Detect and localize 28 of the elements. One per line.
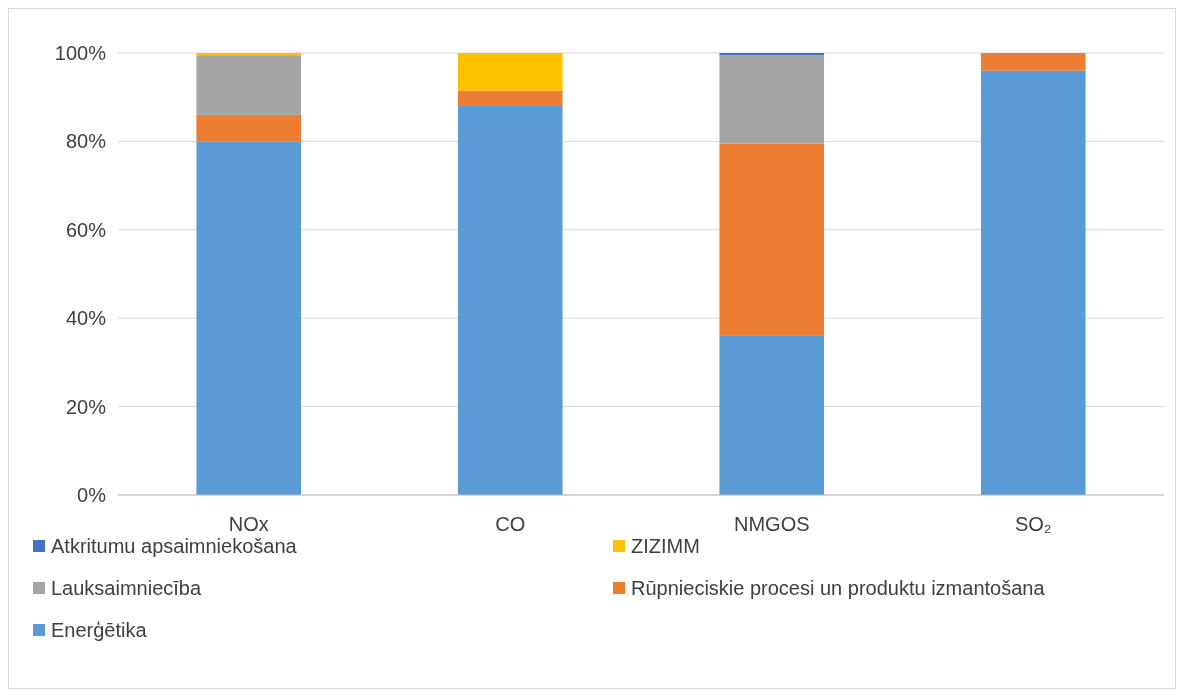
x-tick-label: SO₂ (1014, 513, 1052, 535)
x-tick-label: NMGOS (733, 513, 810, 535)
bar (196, 53, 302, 56)
x-tick-label: CO (495, 513, 526, 535)
legend-label: Rūpnieciskie procesi un produktu izmantošana (631, 577, 1046, 599)
bar (196, 55, 302, 115)
bar (196, 141, 302, 495)
bar (719, 55, 825, 144)
bar (719, 53, 825, 56)
bar (457, 106, 563, 495)
y-tick-label: 60% (65, 218, 107, 241)
bar (719, 335, 825, 495)
y-tick-label: 20% (65, 395, 107, 418)
x-tick-label: NOx (228, 513, 269, 535)
legend-label: Atkritumu apsaimniekošana (51, 535, 298, 557)
bar (457, 90, 563, 107)
bar (980, 53, 1086, 71)
bar (719, 143, 825, 336)
bar (196, 114, 302, 142)
bar (457, 53, 563, 91)
bar (980, 70, 1086, 495)
y-tick-label: 0% (77, 484, 107, 506)
legend-label: ZIZIMM (631, 535, 700, 557)
legend-label: Lauksaimniecība (51, 577, 202, 599)
y-tick-label: 100% (54, 42, 107, 64)
y-tick-label: 80% (65, 130, 107, 153)
y-tick-label: 40% (65, 307, 107, 330)
legend-label: Enerģētika (51, 619, 148, 641)
